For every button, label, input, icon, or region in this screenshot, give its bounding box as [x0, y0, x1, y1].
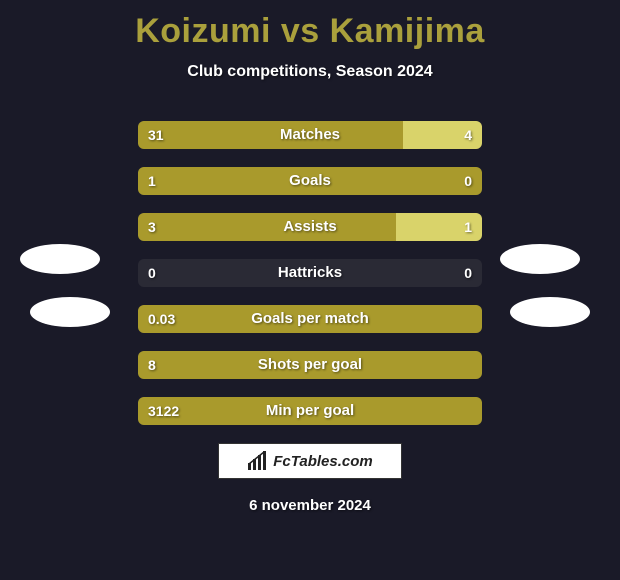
page-title: Koizumi vs Kamijima	[0, 12, 620, 51]
stat-row: 314Matches	[138, 121, 482, 149]
stat-label: Min per goal	[138, 397, 482, 425]
stat-row: 0.03Goals per match	[138, 305, 482, 333]
stat-label: Shots per goal	[138, 351, 482, 379]
stat-row: 8Shots per goal	[138, 351, 482, 379]
watermark-text: FcTables.com	[273, 453, 372, 470]
player-right-badge-1	[500, 244, 580, 274]
player-left-badge-1	[20, 244, 100, 274]
stats-area: 314Matches 10Goals 31Assists 00Hattricks 0.0…	[0, 121, 620, 425]
stat-row: 3122Min per goal	[138, 397, 482, 425]
stat-label: Matches	[138, 121, 482, 149]
stat-label: Goals	[138, 167, 482, 195]
stat-row: 00Hattricks	[138, 259, 482, 287]
stat-label: Assists	[138, 213, 482, 241]
player-left-badge-2	[30, 297, 110, 327]
stat-label: Goals per match	[138, 305, 482, 333]
stat-row: 31Assists	[138, 213, 482, 241]
player-right-badge-2	[510, 297, 590, 327]
stat-row: 10Goals	[138, 167, 482, 195]
stat-label: Hattricks	[138, 259, 482, 287]
page-subtitle: Club competitions, Season 2024	[0, 63, 620, 81]
main-container: Koizumi vs Kamijima Club competitions, S…	[0, 0, 620, 580]
date-line: 6 november 2024	[0, 497, 620, 514]
watermark: FcTables.com	[218, 443, 402, 479]
chart-icon	[247, 451, 267, 471]
